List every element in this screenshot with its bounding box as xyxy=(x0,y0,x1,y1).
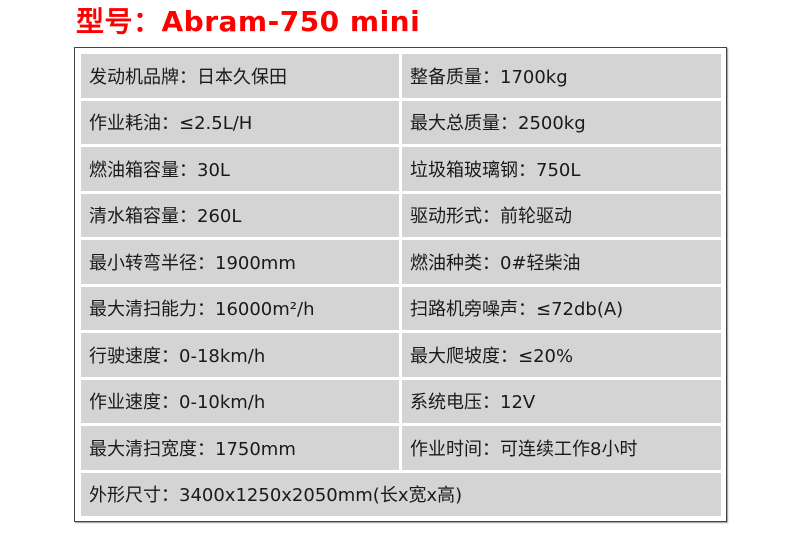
spec-work-time: 作业时间：可连续工作8小时 xyxy=(402,426,721,470)
spec-travel-speed: 行驶速度：0-18km/h xyxy=(81,333,399,377)
spec-work-speed: 作业速度：0-10km/h xyxy=(81,379,399,423)
spec-dimensions: 外形尺寸：3400x1250x2050mm(长x宽x高) xyxy=(81,472,721,516)
spec-waste-bin: 垃圾箱玻璃钢：750L xyxy=(402,147,721,191)
spec-noise: 扫路机旁噪声：≤72db(A) xyxy=(402,286,721,330)
spec-curb-weight: 整备质量：1700kg xyxy=(402,54,721,98)
spec-cleaning-width: 最大清扫宽度：1750mm xyxy=(81,426,399,470)
spec-drive-type: 驱动形式：前轮驱动 xyxy=(402,193,721,237)
spec-fuel-type: 燃油种类：0#轻柴油 xyxy=(402,240,721,284)
spec-max-gradient: 最大爬坡度：≤20% xyxy=(402,333,721,377)
spec-grid: 发动机品牌：日本久保田 整备质量：1700kg 作业耗油：≤2.5L/H 最大总… xyxy=(81,54,721,516)
spec-max-total-weight: 最大总质量：2500kg xyxy=(402,100,721,144)
spec-turning-radius: 最小转弯半径：1900mm xyxy=(81,240,399,284)
spec-cleaning-capacity: 最大清扫能力：16000m²/h xyxy=(81,286,399,330)
spec-voltage: 系统电压：12V xyxy=(402,379,721,423)
spec-water-tank: 清水箱容量：260L xyxy=(81,193,399,237)
spec-table: 发动机品牌：日本久保田 整备质量：1700kg 作业耗油：≤2.5L/H 最大总… xyxy=(74,47,727,522)
spec-fuel-consumption: 作业耗油：≤2.5L/H xyxy=(81,100,399,144)
spec-fuel-tank: 燃油箱容量：30L xyxy=(81,147,399,191)
model-title: 型号：Abram-750 mini xyxy=(76,5,421,38)
spec-engine-brand: 发动机品牌：日本久保田 xyxy=(81,54,399,98)
